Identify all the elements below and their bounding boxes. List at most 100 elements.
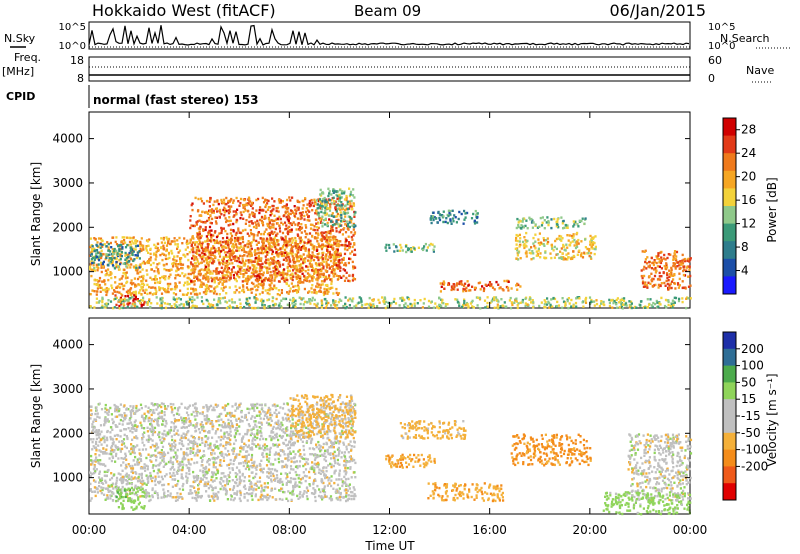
range-gate-cell [422, 248, 425, 252]
range-gate-cell [96, 251, 99, 254]
range-gate-cell [543, 299, 546, 302]
range-gate-cell [139, 247, 142, 250]
range-gate-cell [586, 252, 589, 255]
range-gate-cell [319, 289, 322, 292]
range-gate-cell [168, 431, 171, 434]
range-gate-cell [608, 298, 611, 302]
range-gate-cell [266, 475, 269, 478]
range-gate-cell [157, 242, 160, 246]
range-gate-cell [515, 300, 518, 303]
range-gate-cell [352, 234, 355, 237]
range-gate-cell [162, 253, 166, 256]
range-gate-cell [124, 299, 127, 302]
range-gate-cell [190, 280, 193, 283]
range-gate-cell [336, 304, 339, 307]
range-gate-cell [133, 277, 136, 280]
range-gate-cell [531, 226, 534, 229]
range-gate-cell [258, 274, 261, 277]
range-gate-cell [682, 273, 685, 277]
range-gate-cell [129, 297, 132, 300]
noise-tick-high-left: 10^5 [59, 22, 86, 33]
range-gate-cell [532, 236, 535, 240]
range-gate-cell [441, 298, 444, 302]
range-gate-cell [147, 240, 150, 243]
range-gate-cell [321, 253, 324, 257]
range-gate-cell [239, 197, 243, 201]
range-gate-cell [143, 300, 146, 304]
range-gate-cell [531, 299, 534, 302]
range-gate-cell [461, 283, 464, 286]
range-gate-cell [518, 233, 521, 237]
range-gate-cell [463, 288, 467, 291]
range-gate-cell [292, 269, 295, 272]
range-gate-cell [348, 246, 351, 250]
range-gate-cell [99, 290, 102, 293]
range-gate-cell [463, 299, 466, 303]
range-gate-cell [228, 210, 232, 213]
range-gate-cell [265, 228, 268, 231]
range-gate-cell [106, 241, 109, 244]
range-gate-cell [229, 273, 232, 277]
range-gate-cell [177, 263, 180, 266]
range-gate-cell [450, 288, 453, 292]
velocity-panel-frame [88, 317, 691, 515]
range-gate-cell [166, 257, 169, 260]
range-gate-cell [286, 254, 289, 257]
range-gate-cell [404, 245, 408, 248]
range-gate-cell [228, 262, 231, 265]
range-gate-cell [159, 280, 162, 283]
range-gate-cell [203, 253, 206, 256]
range-gate-cell [205, 286, 208, 289]
range-gate-cell [174, 285, 177, 288]
range-gate-cell [298, 200, 301, 204]
range-gate-cell [119, 435, 122, 438]
nave-tick-low: 0 [708, 72, 715, 85]
range-gate-cell [181, 460, 184, 463]
range-gate-cell [299, 255, 302, 258]
range-gate-cell [190, 244, 193, 248]
range-gate-cell [289, 260, 292, 263]
range-gate-cell [296, 206, 299, 209]
range-gate-cell [202, 302, 205, 306]
range-gate-cell [446, 303, 449, 306]
range-gate-cell [501, 288, 504, 291]
range-gate-cell [278, 261, 281, 264]
range-gate-cell [349, 215, 352, 219]
range-gate-cell [198, 253, 201, 257]
range-gate-cell [187, 276, 190, 280]
range-gate-cell [491, 298, 494, 302]
range-gate-cell [285, 278, 289, 282]
range-gate-cell [142, 289, 145, 292]
range-gate-cell [335, 256, 338, 259]
range-gate-cell [250, 220, 253, 223]
range-gate-cell [462, 303, 465, 307]
range-gate-cell [331, 226, 334, 229]
y-tick-label: 3000 [52, 176, 83, 190]
range-gate-cell [353, 196, 356, 199]
range-gate-cell [520, 224, 523, 227]
range-gate-cell [262, 245, 266, 249]
range-gate-cell [670, 268, 673, 271]
range-gate-cell [249, 241, 252, 245]
range-gate-cell [95, 249, 99, 252]
range-gate-cell [135, 266, 138, 270]
range-gate-cell [441, 214, 444, 217]
range-gate-cell [245, 301, 248, 305]
range-gate-cell [105, 253, 108, 256]
range-gate-cell [181, 263, 185, 266]
range-gate-cell [228, 286, 231, 289]
range-gate-cell [261, 251, 264, 255]
range-gate-cell [242, 275, 245, 279]
range-gate-cell [145, 245, 148, 248]
range-gate-cell [395, 245, 398, 249]
range-gate-cell [648, 266, 651, 269]
range-gate-cell [327, 464, 330, 467]
range-gate-cell [293, 212, 296, 216]
range-gate-cell [256, 280, 260, 283]
range-gate-cell [113, 289, 116, 292]
range-gate-cell [275, 275, 278, 278]
range-gate-cell [135, 284, 138, 287]
range-gate-cell [229, 443, 232, 446]
range-gate-cell [673, 262, 676, 265]
range-gate-cell [466, 280, 469, 283]
